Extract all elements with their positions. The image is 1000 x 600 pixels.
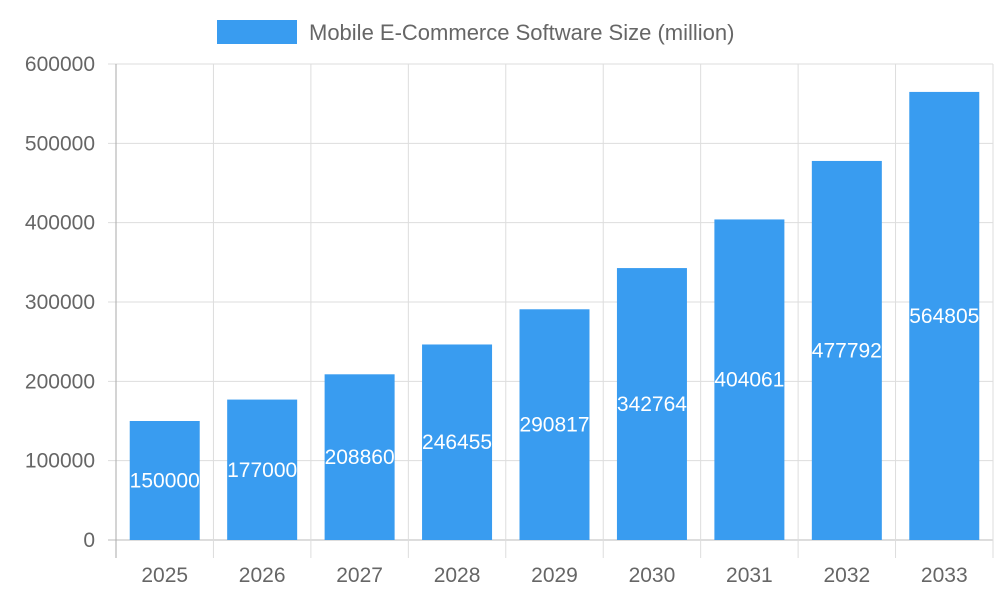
legend-swatch	[217, 20, 297, 44]
y-tick-label: 600000	[25, 53, 95, 76]
data-label: 246455	[422, 431, 492, 454]
y-tick-label: 300000	[25, 291, 95, 314]
y-tick-label: 100000	[25, 450, 95, 473]
data-label: 404061	[714, 369, 784, 392]
data-label: 564805	[909, 305, 979, 328]
y-tick-label: 0	[83, 529, 95, 552]
bar	[227, 399, 298, 540]
y-tick-label: 400000	[25, 212, 95, 235]
x-tick-label: 2027	[336, 564, 383, 587]
bar	[811, 160, 882, 541]
x-tick-label: 2031	[726, 564, 773, 587]
x-tick-label: 2033	[921, 564, 968, 587]
bar	[422, 344, 493, 540]
x-tick-label: 2032	[823, 564, 870, 587]
bar	[129, 421, 200, 540]
data-label: 150000	[130, 470, 200, 493]
y-tick-label: 500000	[25, 132, 95, 155]
data-label: 342764	[617, 393, 687, 416]
legend-label: Mobile E-Commerce Software Size (million…	[309, 20, 734, 45]
bar	[519, 309, 590, 540]
bar	[909, 91, 980, 541]
data-label: 477792	[812, 339, 882, 362]
legend[interactable]: Mobile E-Commerce Software Size (million…	[217, 20, 734, 45]
data-label: 208860	[325, 446, 395, 469]
x-tick-label: 2029	[531, 564, 578, 587]
grid	[108, 63, 994, 558]
bar	[616, 268, 687, 540]
x-tick-label: 2028	[434, 564, 481, 587]
data-label: 177000	[227, 459, 297, 482]
bars: 150000 177000 208860 246455 290817 342764 4040…	[129, 91, 980, 541]
y-tick-label: 200000	[25, 370, 95, 393]
x-tick-label: 2025	[141, 564, 188, 587]
x-tick-label: 2026	[239, 564, 286, 587]
data-label: 290817	[519, 414, 589, 437]
bar	[324, 374, 395, 540]
bar	[714, 219, 785, 540]
x-tick-label: 2030	[629, 564, 676, 587]
axes: 0 100000 200000 300000 400000 500000 600000 202…	[25, 53, 968, 587]
